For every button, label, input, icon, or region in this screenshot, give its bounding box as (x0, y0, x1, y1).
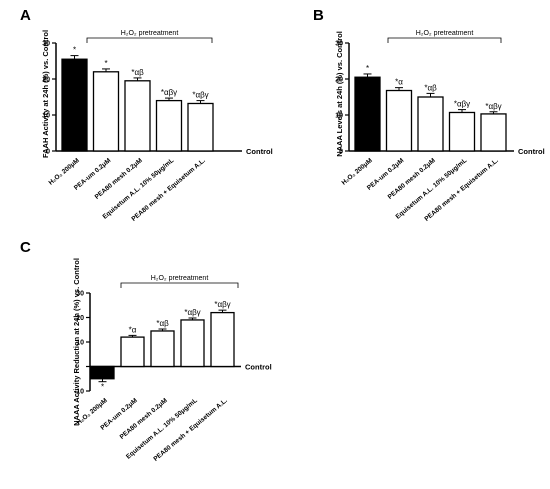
y-tick-label: 20 (42, 77, 50, 84)
category-label: H₂O₂ 200μM (47, 157, 80, 187)
y-tick-label: 30 (335, 41, 343, 48)
y-axis-label: NAAA Activity Reduction at 24h (%) vs. C… (72, 258, 81, 426)
y-axis-label: NAAA Levels at 24h (%) vs. Control (335, 31, 344, 157)
significance-label: *αβ (156, 319, 169, 328)
y-axis-label: FAAH Activity at 24h (%) vs. Control (41, 30, 50, 158)
panel-letter: A (20, 7, 31, 24)
panel-letter: B (313, 7, 324, 24)
y-tick-label: 0 (46, 149, 50, 156)
bar (210, 311, 235, 368)
significance-label: *αβγ (192, 91, 208, 100)
bar (180, 319, 205, 368)
chart-panel-a: A 0 10 20 30 Control FAAH Activity at 24h (%) … (20, 7, 273, 223)
bar (448, 111, 476, 152)
chart-panel-c: C -10 10 20 30 Control NAAA Activity Reduction… (20, 239, 272, 463)
chart-panel-b: B 0 10 20 30 Control NAAA Levels at 24h (%) vs… (313, 7, 545, 223)
control-label: Control (518, 147, 545, 156)
bar (150, 330, 175, 368)
y-tick-label: 10 (76, 340, 84, 347)
y-tick-label: 20 (76, 315, 84, 322)
significance-label: *αβγ (161, 88, 177, 97)
bar (480, 113, 507, 152)
significance-label: *αβγ (184, 308, 200, 317)
bar (417, 96, 444, 152)
bar (92, 71, 120, 152)
y-tick-label: 30 (42, 41, 50, 48)
pretreatment-bracket (387, 37, 502, 43)
significance-label: *αβγ (454, 100, 470, 109)
pretreatment-label: H₂O₂ pretreatment (151, 275, 209, 282)
control-label: Control (246, 147, 273, 156)
significance-label: *α (395, 78, 403, 87)
bar (155, 99, 183, 152)
significance-label: *αβ (131, 68, 144, 77)
significance-label: *αβγ (214, 300, 230, 309)
bar (90, 365, 115, 380)
pretreatment-label: H₂O₂ pretreatment (416, 30, 474, 37)
significance-label: *αβγ (485, 102, 501, 111)
pretreatment-bracket (86, 37, 213, 43)
control-label: Control (245, 363, 272, 372)
y-tick-label: 10 (335, 113, 343, 120)
pretreatment-bracket (120, 282, 239, 288)
bar (61, 58, 88, 152)
pretreatment-label: H₂O₂ pretreatment (121, 30, 179, 37)
y-tick-label: 0 (339, 149, 343, 156)
significance-label: *αβ (424, 83, 437, 92)
y-tick-label: 20 (335, 77, 343, 84)
category-label: H₂O₂ 200μM (340, 157, 373, 187)
significance-label: * (73, 46, 76, 55)
panel-letter: C (20, 239, 31, 256)
bar (385, 89, 413, 152)
y-tick-label: 10 (42, 113, 50, 120)
bar (354, 76, 381, 152)
significance-label: * (101, 383, 104, 392)
bar (124, 80, 151, 152)
bar (120, 336, 145, 368)
significance-label: * (366, 64, 369, 73)
bar (187, 102, 214, 152)
y-tick-label: -10 (74, 389, 84, 396)
y-tick-label: 30 (76, 291, 84, 298)
significance-label: *α (129, 325, 137, 334)
significance-label: * (104, 59, 107, 68)
